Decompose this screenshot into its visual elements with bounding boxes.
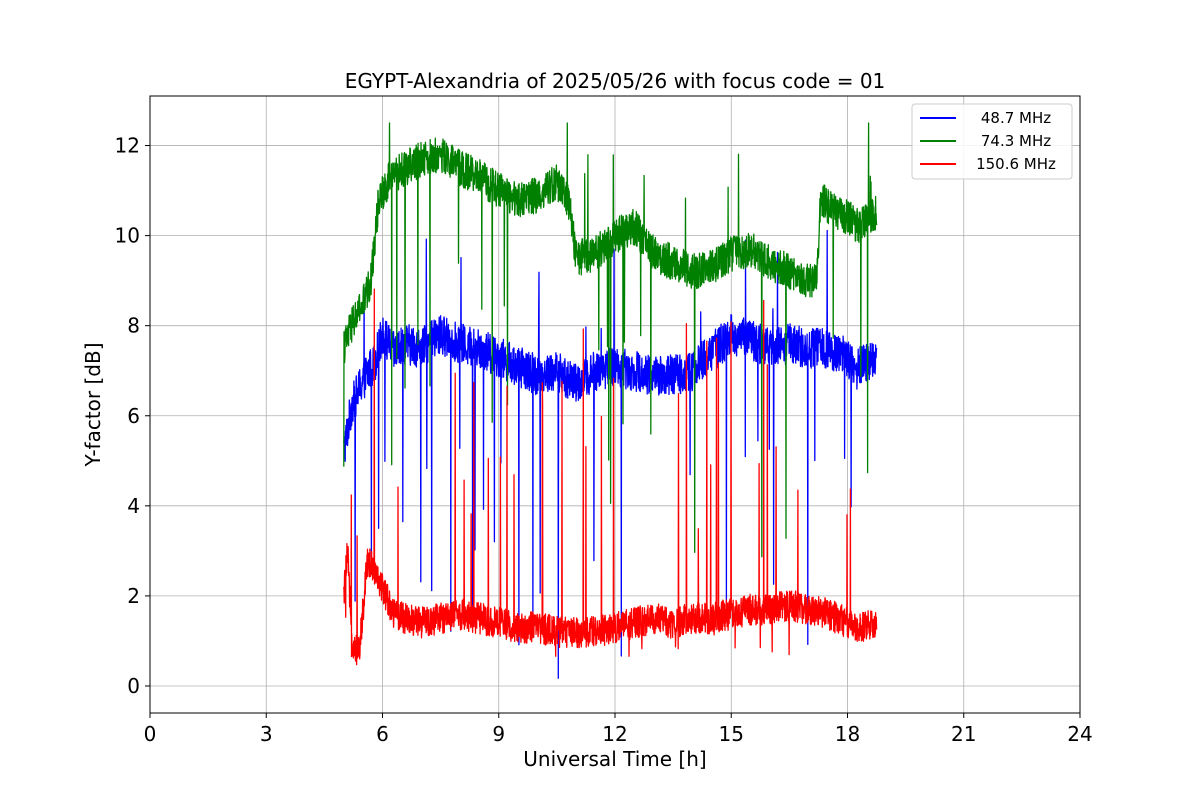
x-tick-label: 15 [719, 722, 744, 746]
y-tick-label: 10 [115, 224, 140, 248]
x-axis-label: Universal Time [h] [523, 747, 706, 771]
x-tick-label: 9 [492, 722, 505, 746]
legend-label: 48.7 MHz [981, 109, 1051, 127]
y-tick-label: 6 [127, 404, 140, 428]
series-line [343, 288, 878, 666]
x-tick-label: 6 [376, 722, 389, 746]
y-tick-label: 0 [127, 674, 140, 698]
x-tick-label: 18 [835, 722, 860, 746]
legend-label: 150.6 MHz [976, 155, 1056, 173]
y-axis-label: Y-factor [dB] [81, 342, 105, 467]
y-tick-label: 4 [127, 494, 140, 518]
legend-box [911, 103, 1073, 180]
plot-series [343, 122, 878, 679]
x-tick-label: 0 [144, 722, 157, 746]
x-tick-label: 24 [1067, 722, 1092, 746]
series-line [343, 122, 878, 558]
legend-label: 74.3 MHz [981, 132, 1051, 150]
x-tick-label: 12 [602, 722, 627, 746]
y-tick-label: 12 [115, 134, 140, 158]
y-tick-label: 2 [127, 584, 140, 608]
y-tick-label: 8 [127, 314, 140, 338]
chart-title: EGYPT-Alexandria of 2025/05/26 with focu… [345, 69, 886, 93]
legend: 48.7 MHz 74.3 MHz 150.6 MHz [911, 103, 1073, 180]
x-tick-label: 21 [951, 722, 976, 746]
x-tick-label: 3 [260, 722, 273, 746]
